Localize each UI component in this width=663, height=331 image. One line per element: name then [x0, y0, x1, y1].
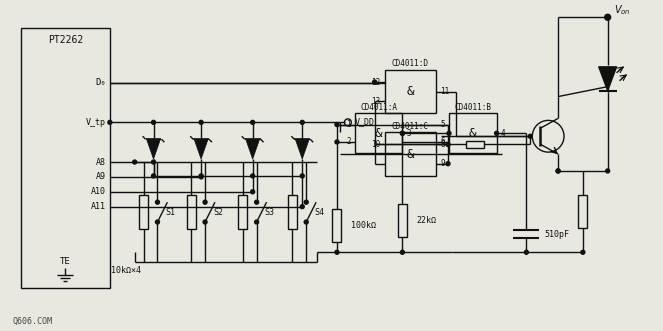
Text: &: & — [406, 85, 414, 98]
Text: 4: 4 — [501, 129, 505, 138]
Polygon shape — [194, 139, 208, 159]
Circle shape — [528, 134, 532, 138]
Circle shape — [400, 250, 404, 254]
Text: CD4011:B: CD4011:B — [454, 103, 491, 112]
Circle shape — [400, 131, 404, 135]
Text: TE: TE — [60, 257, 71, 266]
Text: $V_{on}$: $V_{on}$ — [614, 3, 631, 17]
Polygon shape — [246, 139, 260, 159]
Circle shape — [400, 131, 404, 135]
Circle shape — [524, 250, 528, 254]
Text: 8: 8 — [440, 140, 445, 149]
Polygon shape — [147, 139, 160, 159]
Text: A11: A11 — [91, 202, 106, 211]
Text: 510pF: 510pF — [544, 230, 570, 239]
Bar — [449, 114, 497, 153]
Text: 9: 9 — [440, 159, 445, 168]
Circle shape — [606, 169, 610, 173]
Circle shape — [304, 220, 308, 224]
Bar — [139, 195, 148, 229]
Text: D₀: D₀ — [95, 78, 106, 87]
Circle shape — [152, 120, 156, 124]
Text: A10: A10 — [91, 187, 106, 196]
Text: Q606.COM: Q606.COM — [13, 317, 52, 326]
Text: CD4011:A: CD4011:A — [360, 103, 397, 112]
Bar — [578, 195, 587, 228]
Text: 1: 1 — [346, 120, 351, 129]
Text: &: & — [406, 148, 414, 161]
Polygon shape — [599, 67, 617, 91]
Text: 2: 2 — [346, 137, 351, 147]
Text: 13: 13 — [371, 97, 381, 106]
Text: PT2262: PT2262 — [48, 35, 83, 45]
Bar — [466, 141, 484, 149]
Text: 10: 10 — [371, 140, 381, 149]
Bar — [238, 195, 247, 229]
Circle shape — [373, 80, 377, 84]
Circle shape — [152, 174, 156, 178]
Bar — [332, 209, 341, 242]
Circle shape — [556, 169, 560, 173]
Text: V_DD: V_DD — [355, 117, 375, 126]
Text: CD4011:C: CD4011:C — [392, 122, 429, 131]
Circle shape — [304, 200, 308, 204]
Circle shape — [156, 200, 160, 204]
Bar — [21, 28, 110, 288]
Circle shape — [255, 200, 259, 204]
Circle shape — [300, 205, 304, 209]
Circle shape — [251, 120, 255, 124]
Bar — [385, 132, 436, 176]
Text: S2: S2 — [213, 208, 223, 216]
Circle shape — [108, 120, 112, 124]
Circle shape — [203, 200, 207, 204]
Text: A8: A8 — [96, 158, 106, 166]
Text: 100kΩ: 100kΩ — [351, 221, 376, 230]
Circle shape — [447, 131, 451, 135]
Text: &: & — [469, 127, 477, 140]
Text: 3: 3 — [406, 129, 411, 138]
Bar — [187, 195, 196, 229]
Circle shape — [199, 120, 203, 124]
Text: 12: 12 — [371, 77, 381, 86]
Bar — [385, 70, 436, 114]
Text: 5: 5 — [440, 120, 445, 129]
Text: 10kΩ×4: 10kΩ×4 — [111, 265, 141, 275]
Bar — [355, 114, 402, 153]
Circle shape — [152, 160, 156, 164]
Circle shape — [556, 169, 560, 173]
Text: &: & — [375, 127, 383, 140]
Circle shape — [133, 160, 137, 164]
Circle shape — [335, 140, 339, 144]
Text: S1: S1 — [165, 208, 176, 216]
Circle shape — [446, 143, 450, 147]
Circle shape — [251, 174, 255, 178]
Circle shape — [335, 250, 339, 254]
Bar — [288, 195, 297, 229]
Text: 11: 11 — [440, 87, 450, 96]
Text: 22kΩ: 22kΩ — [416, 216, 436, 225]
Text: V_tp: V_tp — [86, 118, 106, 127]
Circle shape — [300, 120, 304, 124]
Circle shape — [446, 162, 450, 166]
Circle shape — [156, 220, 160, 224]
Circle shape — [335, 122, 339, 126]
Text: S3: S3 — [265, 208, 274, 216]
Circle shape — [581, 250, 585, 254]
Text: S4: S4 — [314, 208, 324, 216]
Circle shape — [300, 174, 304, 178]
Text: CD4011:D: CD4011:D — [392, 59, 429, 69]
Polygon shape — [295, 139, 309, 159]
Circle shape — [203, 220, 207, 224]
Circle shape — [251, 190, 255, 194]
Text: 6: 6 — [440, 137, 445, 147]
Circle shape — [199, 175, 203, 179]
Circle shape — [495, 131, 499, 135]
Circle shape — [605, 14, 611, 20]
Circle shape — [255, 220, 259, 224]
Circle shape — [199, 174, 203, 178]
Text: A9: A9 — [96, 172, 106, 181]
Bar — [398, 204, 407, 237]
